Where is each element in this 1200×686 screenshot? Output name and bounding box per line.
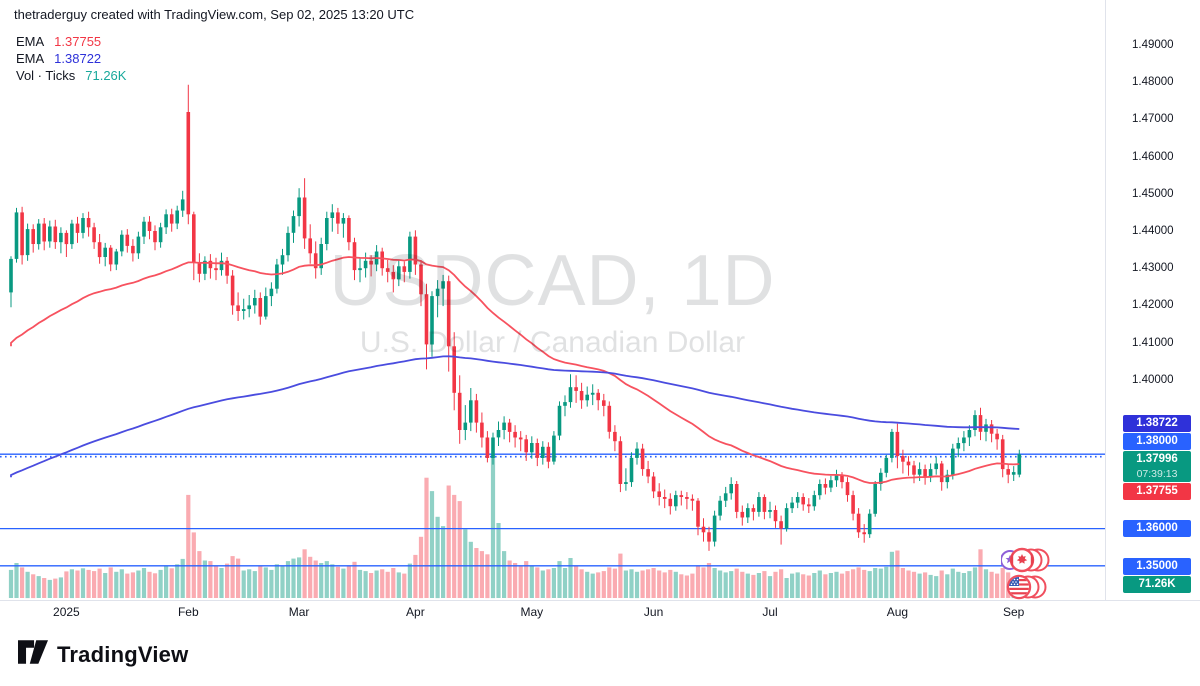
price-axis[interactable]: 1.49000 1.48000 1.47000 1.46000 1.45000 1.440… [1105, 0, 1200, 600]
price-badge-1.35000: 1.35000 [1123, 558, 1191, 575]
tradingview-logo-icon [18, 640, 48, 669]
price-tick: 1.44000 [1132, 225, 1174, 237]
price-tick: 1.41000 [1132, 336, 1174, 349]
price-tick: 1.46000 [1132, 150, 1174, 163]
price-tick: 1.40000 [1132, 373, 1174, 386]
legend-value: 1.37755 [54, 34, 102, 49]
price-tick: 1.49000 [1132, 39, 1174, 51]
horizontal-level-lines[interactable] [0, 453, 1105, 567]
legend-value: 1.38722 [54, 51, 102, 66]
time-label-May: May [520, 605, 544, 619]
time-label-Aug: Aug [886, 605, 909, 619]
canada-flag-events-icon[interactable] [1000, 545, 1051, 580]
credit-text: thetraderguy created with TradingView.co… [14, 7, 415, 22]
legend-row-0[interactable]: EMA 1.37755 [16, 33, 126, 50]
time-label-Jul: Jul [762, 605, 778, 619]
price-tick: 1.43000 [1132, 262, 1174, 275]
time-label-Feb: Feb [177, 605, 199, 619]
time-label-2025: 2025 [53, 605, 80, 619]
time-label-Mar: Mar [288, 605, 310, 619]
time-label-Sep: Sep [1003, 605, 1025, 619]
legend-label: Vol · Ticks [16, 68, 76, 83]
price-badge-71.26K: 71.26K [1123, 576, 1191, 593]
price-badge-1.38000: 1.38000 [1123, 433, 1191, 450]
price-badge-1.37755: 1.37755 [1123, 483, 1191, 500]
brand-name: TradingView [57, 641, 189, 667]
legend-label: EMA [16, 34, 45, 49]
price-tick: 1.45000 [1132, 187, 1174, 200]
ema-200-line[interactable] [10, 355, 1020, 478]
time-label-Apr: Apr [406, 605, 425, 619]
tradingview-logo[interactable]: TradingView [18, 640, 188, 669]
legend-label: EMA [16, 51, 45, 66]
chart-canvas[interactable] [0, 0, 1105, 600]
candlestick-series [9, 84, 1022, 551]
price-tick: 1.47000 [1132, 113, 1174, 126]
price-tick: 1.48000 [1132, 76, 1174, 89]
legend-value: 71.26K [85, 68, 127, 83]
ema-50-line[interactable] [10, 256, 1020, 484]
us-flag-events-icon[interactable] [997, 572, 1047, 607]
legend-row-2[interactable]: Vol · Ticks 71.26K [16, 67, 126, 84]
price-badge-1.38722: 1.38722 [1123, 415, 1191, 432]
legend-row-1[interactable]: EMA 1.38722 [16, 50, 126, 67]
time-label-Jun: Jun [643, 605, 664, 619]
price-pane[interactable]: USDCAD, 1D U.S. Dollar / Canadian Dollar… [0, 0, 1105, 600]
price-tick: 1.42000 [1132, 299, 1174, 312]
indicator-legend[interactable]: EMA 1.37755 EMA 1.38722 Vol · Ticks 71.26K [16, 33, 126, 84]
countdown-timer: 07:39:13 [1136, 468, 1178, 480]
price-badge-1.37996: 1.37996 07:39:13 [1123, 451, 1191, 482]
price-badge-1.36000: 1.36000 [1123, 520, 1191, 537]
tradingview-chart[interactable]: USDCAD, 1D U.S. Dollar / Canadian Dollar… [0, 0, 1200, 622]
time-axis[interactable]: 2025 Feb Mar Apr May Jun Jul Aug Sep [0, 600, 1200, 622]
